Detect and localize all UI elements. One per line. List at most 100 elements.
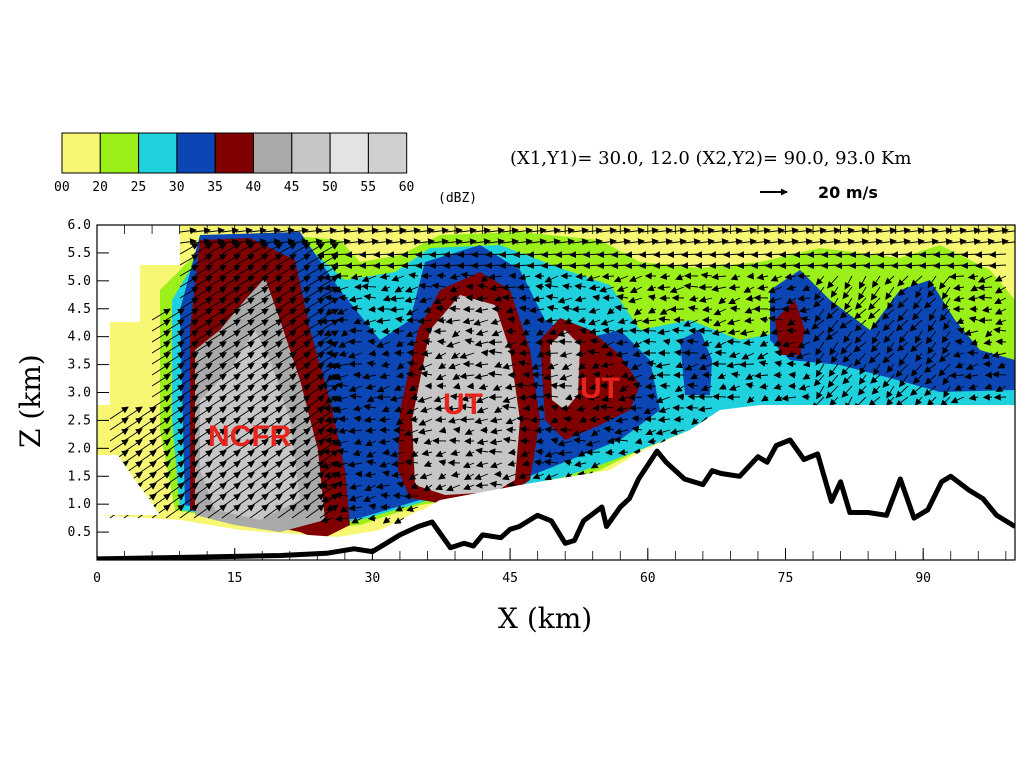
wind-vector [362,373,377,380]
wind-vector [914,396,923,406]
wind-vector [389,305,405,313]
wind-vector [423,306,433,313]
wind-vector [263,319,283,332]
wind-vector [451,330,461,338]
wind-vector [687,393,699,401]
wind-vector [535,329,545,336]
wind-vector [418,418,433,426]
wind-vector [718,383,727,390]
wind-vector [1005,230,1015,233]
wind-vector [291,297,311,310]
wind-vector [408,272,419,280]
wind-vector [221,238,239,246]
wind-vector [753,238,771,246]
wind-vector [837,238,855,246]
wind-vector [942,297,951,311]
wind-vector [893,227,911,235]
wind-vector [193,330,213,343]
wind-vector [997,362,1007,369]
wind-vector [249,341,269,354]
wind-vector [964,372,979,380]
wind-vector [263,384,283,398]
wind-vector [711,285,727,293]
wind-vector [474,340,489,347]
wind-vector [895,385,909,398]
wind-vector [854,319,867,332]
wind-vector [207,243,227,255]
wind-vector [921,227,939,235]
wind-vector [465,283,475,291]
wind-vector [291,238,309,246]
wind-vector [711,238,729,246]
wind-vector [391,274,405,282]
wind-vector [221,384,241,398]
wind-vector [235,286,255,299]
wind-vector [885,286,895,300]
wind-vector [592,371,601,379]
wind-vector [688,295,699,302]
wind-vector [338,350,349,358]
wind-vector [249,384,269,398]
wind-vector [683,282,699,290]
wind-vector [335,381,349,389]
wind-vector [488,448,503,456]
wind-vector [389,295,405,303]
wind-vector [405,370,419,378]
wind-vector [599,286,615,293]
colorbar-bin [291,132,331,174]
wind-vector [490,427,503,435]
wind-vector [953,284,965,292]
wind-vector [915,352,923,362]
wind-vector [711,227,729,235]
wind-vector [277,275,297,288]
wind-vector [898,352,909,367]
wind-vector [438,426,447,434]
wind-vector [868,352,881,364]
wind-vector [787,318,797,326]
wind-vector [235,373,255,387]
wind-vector [435,304,447,312]
wind-vector [305,330,325,343]
wind-vector [392,492,405,500]
y-tick-label: 0.5 [68,525,91,540]
wind-vector [151,363,171,376]
wind-vector [546,304,559,312]
wind-vector [424,327,433,335]
wind-vector [501,238,519,246]
wind-vector [263,227,281,235]
y-tick-label: 2.0 [68,441,91,456]
wind-vector [389,395,405,403]
wind-vector [683,238,701,246]
wind-vector [726,338,741,346]
colorbar-tick-label: 50 [322,180,338,195]
wind-vector [263,406,283,420]
wind-vector [728,384,741,391]
wind-vector [462,317,475,325]
wind-vector [249,286,269,299]
wind-vector [338,294,349,302]
wind-vector [561,363,573,370]
wind-vector [207,308,227,321]
wind-vector [767,238,785,246]
wind-vector [363,293,377,301]
wind-vector [319,227,337,235]
wind-vector [193,384,213,398]
wind-vector [464,337,475,345]
wind-vector [305,352,325,365]
wind-vector [277,417,297,431]
wind-vector [207,227,225,235]
wind-vector [305,254,325,266]
wind-vector [989,262,1007,270]
colorbar-tick-label: 00 [54,180,70,195]
wind-vector [476,406,489,414]
wind-vector [530,381,545,389]
wind-vector [606,307,615,315]
wind-vector [221,265,241,277]
wind-vector [588,415,601,423]
wind-vector [473,238,491,246]
wind-vector [487,370,503,378]
wind-vector [830,286,839,298]
wind-vector [263,308,283,321]
wind-vector [627,374,643,382]
wind-vector [277,265,297,277]
